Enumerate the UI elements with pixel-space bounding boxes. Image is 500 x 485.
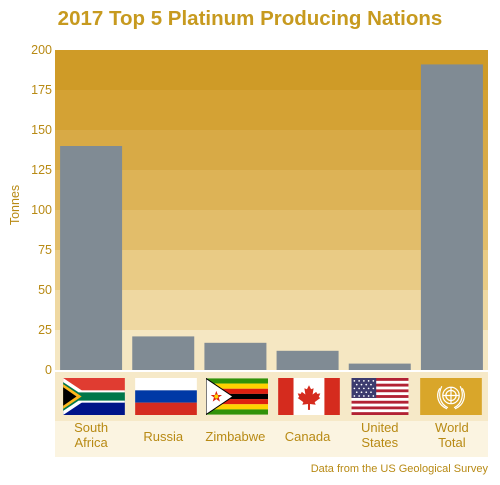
x-category-label: Canada — [285, 429, 331, 444]
x-category-label-line: South — [74, 420, 108, 435]
background-band — [55, 170, 488, 210]
bar — [276, 350, 339, 370]
y-axis-ticks: 0 25 50 75 100 125 150 175 200 — [31, 43, 52, 377]
y-tick-label: 200 — [31, 43, 52, 57]
x-category-label-line: Total — [438, 435, 466, 450]
un-emblem-icon — [420, 378, 482, 415]
x-category-label-line: Zimbabwe — [205, 429, 265, 444]
bars — [60, 64, 483, 371]
x-category-label-line: Canada — [285, 429, 331, 444]
russia-flag-icon — [135, 378, 197, 415]
x-category-label-line: World — [435, 420, 469, 435]
y-tick-label: 0 — [45, 363, 52, 377]
bar — [60, 146, 123, 370]
y-tick-label: 150 — [31, 123, 52, 137]
background-band — [55, 330, 488, 370]
y-tick-label: 75 — [38, 243, 52, 257]
background-band — [55, 50, 488, 90]
flag-strip — [55, 372, 488, 457]
x-category-label-line: Africa — [74, 435, 108, 450]
south-africa-flag-icon — [63, 378, 125, 415]
zimbabwe-flag-icon — [206, 378, 268, 415]
y-tick-label: 125 — [31, 163, 52, 177]
bar — [420, 64, 483, 371]
x-category-label: Russia — [143, 429, 184, 444]
bar — [132, 336, 195, 370]
background-band — [55, 130, 488, 170]
background-bands — [55, 50, 488, 370]
x-category-label-line: United — [361, 420, 399, 435]
bar — [348, 363, 411, 370]
x-category-label: World Total — [435, 420, 469, 450]
background-band — [55, 250, 488, 290]
source-note: Data from the US Geological Survey — [310, 463, 488, 475]
background-band — [55, 290, 488, 330]
y-tick-label: 50 — [38, 283, 52, 297]
y-tick-label: 100 — [31, 203, 52, 217]
background-band — [55, 90, 488, 130]
bar — [204, 342, 267, 370]
y-tick-label: 175 — [31, 83, 52, 97]
x-category-label: United States — [361, 420, 399, 450]
x-category-label-line: Russia — [143, 429, 184, 444]
y-tick-label: 25 — [38, 323, 52, 337]
x-category-label: South Africa — [74, 420, 108, 450]
x-category-label: Zimbabwe — [205, 429, 265, 444]
x-category-label-line: States — [361, 435, 398, 450]
background-band — [55, 210, 488, 250]
x-axis-category-labels: South Africa Russia Zimbabwe Canada United Sta… — [74, 420, 469, 450]
chart-title: 2017 Top 5 Platinum Producing Nations — [57, 7, 443, 30]
usa-flag-icon — [351, 378, 409, 415]
canada-flag-icon — [278, 378, 340, 415]
y-axis-label: Tonnes — [8, 185, 22, 225]
